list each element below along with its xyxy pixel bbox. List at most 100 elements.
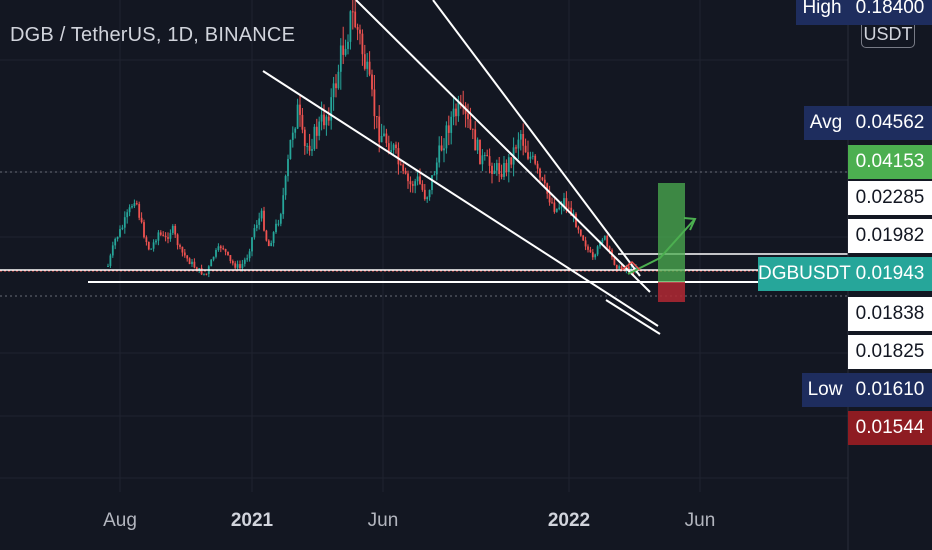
candle-body bbox=[145, 237, 148, 242]
candle-body bbox=[483, 155, 486, 157]
candle-body bbox=[397, 148, 400, 165]
candle-body bbox=[335, 83, 337, 89]
candle-body bbox=[215, 249, 217, 257]
candle-body bbox=[287, 158, 289, 177]
candle-body bbox=[414, 181, 417, 186]
wedge-line bbox=[605, 299, 661, 335]
candle-body bbox=[222, 248, 225, 250]
candle-body bbox=[575, 213, 577, 228]
candle-body bbox=[303, 129, 306, 147]
candle-body bbox=[179, 245, 181, 247]
candle-body bbox=[140, 217, 143, 223]
candle-body bbox=[399, 164, 402, 166]
candle-body bbox=[126, 212, 129, 218]
candle-body bbox=[452, 108, 455, 117]
candle-body bbox=[224, 249, 227, 252]
candle-body bbox=[174, 225, 177, 235]
candle-body bbox=[493, 170, 496, 174]
candle-body bbox=[579, 229, 582, 236]
trend-drawings bbox=[0, 0, 848, 335]
candle-body bbox=[162, 234, 165, 236]
candle-body bbox=[515, 147, 517, 149]
candle-body bbox=[383, 133, 385, 136]
candle-body bbox=[121, 227, 124, 230]
candle-body bbox=[488, 156, 491, 166]
projection-arrow-head bbox=[683, 217, 697, 231]
grid bbox=[0, 0, 848, 492]
candle-body bbox=[241, 263, 244, 268]
target-zone bbox=[658, 183, 685, 282]
candle-body bbox=[133, 203, 136, 207]
candle-body bbox=[471, 128, 474, 130]
candle-body bbox=[426, 197, 429, 200]
candle-body bbox=[395, 144, 397, 149]
candle-body bbox=[275, 223, 277, 233]
candle-body bbox=[539, 168, 541, 178]
candle-body bbox=[109, 255, 112, 266]
candle-body bbox=[195, 267, 198, 271]
candle-body bbox=[347, 41, 349, 49]
time-tick: 2022 bbox=[547, 510, 591, 531]
candle-body bbox=[258, 218, 261, 225]
candle-body bbox=[107, 265, 109, 267]
candle-body bbox=[615, 264, 618, 269]
candle-body bbox=[143, 222, 145, 238]
candle-body bbox=[486, 155, 489, 157]
candle-body bbox=[176, 234, 179, 246]
price-label-current-name: DGBUSDT bbox=[758, 257, 851, 291]
candle-body bbox=[375, 116, 378, 118]
candle-body bbox=[507, 157, 510, 173]
candle-body bbox=[500, 174, 503, 177]
candle-body bbox=[263, 210, 265, 231]
candle-body bbox=[339, 45, 342, 72]
candle-body bbox=[327, 116, 330, 121]
time-tick: Jun bbox=[684, 510, 716, 531]
candle-body bbox=[308, 145, 311, 151]
candle-body bbox=[587, 246, 589, 250]
price-label-level-3: 0.01838 bbox=[848, 297, 932, 331]
candle-body bbox=[164, 235, 167, 238]
candle-body bbox=[543, 179, 546, 184]
candle-body bbox=[548, 193, 551, 203]
candle-body bbox=[147, 241, 150, 250]
candle-body bbox=[450, 116, 453, 133]
candle-body bbox=[332, 83, 335, 98]
candle-body bbox=[191, 261, 193, 265]
candle-body bbox=[366, 61, 369, 69]
candle-body bbox=[181, 246, 184, 253]
candle-body bbox=[474, 129, 477, 151]
candle-body bbox=[467, 113, 469, 120]
candle-body bbox=[608, 246, 611, 251]
candle-body bbox=[311, 149, 313, 151]
candle-body bbox=[282, 195, 285, 215]
candle-body bbox=[236, 264, 239, 268]
candle-body bbox=[349, 11, 352, 42]
candle-body bbox=[368, 61, 371, 75]
candle-body bbox=[205, 273, 208, 275]
candle-body bbox=[320, 114, 323, 122]
candle-body bbox=[246, 258, 249, 260]
candle-body bbox=[570, 207, 573, 216]
candle-body bbox=[114, 238, 117, 246]
candle-body bbox=[495, 163, 498, 171]
candle-body bbox=[138, 204, 141, 218]
price-label-target: 0.04153 bbox=[848, 145, 932, 179]
candle-body bbox=[296, 104, 299, 129]
candle-body bbox=[481, 155, 484, 165]
candle-body bbox=[272, 232, 275, 244]
candle-body bbox=[279, 214, 282, 224]
time-axis[interactable]: Aug 2021 Jun 2022 Jun bbox=[0, 492, 848, 550]
candle-body bbox=[255, 224, 258, 229]
unit-badge[interactable]: USDT bbox=[861, 20, 915, 48]
price-label-high-name: High bbox=[796, 0, 848, 25]
candle-body bbox=[253, 228, 256, 238]
candle-body bbox=[337, 71, 340, 89]
candle-body bbox=[529, 156, 532, 159]
candle-body bbox=[193, 261, 196, 268]
trend-line-upper bbox=[432, 0, 641, 277]
candle-body bbox=[601, 239, 604, 244]
candle-body bbox=[387, 143, 390, 153]
candle-body bbox=[260, 210, 263, 219]
